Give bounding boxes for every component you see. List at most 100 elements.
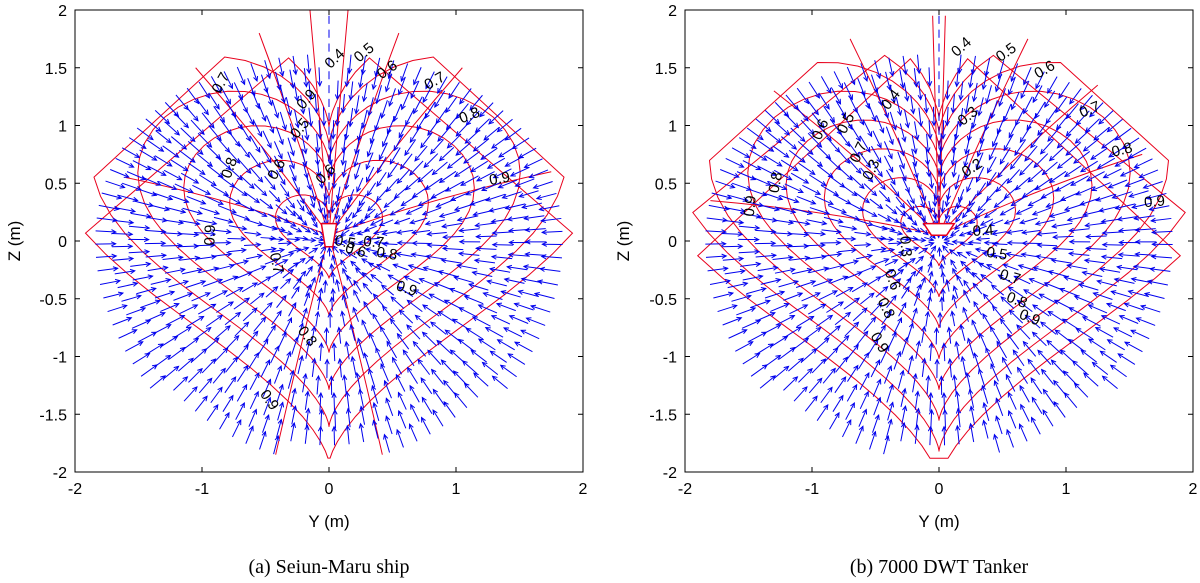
vector-arrowhead [312,222,318,229]
vector-arrow [214,347,229,363]
vector-arrow [454,165,472,177]
vector-arrowhead [997,172,1003,179]
vector-arrowhead [913,81,919,88]
vector-arrowhead [724,278,732,285]
vector-arrow [507,215,528,221]
vector-arrowhead [842,275,849,281]
vector-arrowhead [864,352,870,359]
vector-arrowhead [423,162,430,169]
vector-arrow [907,355,913,375]
vector-arrow [963,280,972,292]
vector-arrow [304,391,309,410]
vector-arrowhead [400,104,406,111]
vector-arrow [1132,202,1153,208]
vector-arrowhead [371,384,377,391]
vector-arrow [287,262,299,271]
vector-arrow [285,206,296,217]
vector-arrow [337,186,341,201]
vector-arrow [360,423,365,443]
vector-arrowhead [998,100,1004,108]
vector-arrow [173,292,193,301]
vector-arrowhead [397,89,403,96]
vector-arrowhead [463,382,470,389]
vector-arrowhead [210,180,217,187]
vector-arrow [925,311,929,327]
vector-arrow [260,302,273,316]
vector-arrow [1063,370,1078,386]
vector-arrow [983,229,998,234]
vector-arrow [978,369,986,388]
vector-arrow [146,139,164,152]
vector-arrow [884,155,894,173]
vector-arrowhead [266,378,272,385]
vector-arrowhead [939,296,945,303]
vector-arrow [422,304,440,317]
vector-arrowhead [129,268,136,275]
vector-arrowhead [406,324,412,330]
vector-arrow [259,198,273,209]
vector-arrow [829,412,840,430]
vector-arrowhead [1045,202,1052,208]
vector-arrowhead [985,346,991,354]
vector-arrowhead [1021,192,1028,198]
vector-arrow [1003,103,1012,122]
vector-arrowhead [912,307,918,314]
vector-arrow [713,292,734,299]
vector-arrowhead [802,304,809,310]
vector-arrowhead [1089,111,1095,118]
vector-arrow [529,169,549,178]
vector-arrow [911,135,917,154]
vector-arrowhead [1099,350,1106,356]
vector-arrowhead [236,419,242,426]
vector-arrow [262,414,270,433]
vector-arrowhead [197,149,204,156]
vector-arrowhead [900,421,907,429]
vector-arrowhead [843,334,850,341]
vector-arrow [346,275,354,287]
vector-arrow [464,383,479,398]
vector-arrowhead [363,352,369,359]
vector-arrow [711,192,732,199]
vector-arrowhead [850,247,857,253]
vector-arrowhead [213,266,220,272]
vector-arrow [541,255,562,259]
vector-arrowhead [217,172,224,179]
vector-arrowhead [248,425,254,432]
vector-arrow [886,384,894,403]
vector-arrowhead [293,336,299,343]
vector-arrowhead [246,271,253,277]
vector-arrowhead [532,183,539,189]
vector-arrowhead [541,229,547,235]
vector-arrow [1151,217,1172,222]
vector-arrow [1036,255,1056,260]
vector-arrow [757,165,776,176]
vector-arrow [305,256,314,265]
vector-arrowhead [412,340,419,347]
vector-arrowhead [396,229,403,235]
vector-arrowhead [275,216,282,222]
vector-arrowhead [1083,372,1089,379]
vector-arrow [510,167,530,177]
y-tick-label: -1 [663,350,677,367]
vector-arrowhead [318,287,324,294]
vector-arrow [271,310,282,326]
vector-arrow [1106,303,1126,312]
vector-arrow [1006,169,1021,184]
vector-arrowhead [274,435,280,442]
vector-arrowhead [278,139,284,146]
vector-arrow [157,180,177,190]
vector-arrowhead [1002,263,1009,269]
vector-arrow [774,102,789,117]
vector-arrowhead [888,166,894,173]
vector-arrowhead [393,116,398,123]
vector-arrowhead [962,306,968,313]
vector-arrow [362,109,368,129]
vector-arrowhead [349,323,355,330]
vector-arrowhead [864,390,869,397]
vector-arrowhead [134,153,141,159]
vector-arrow [347,408,351,428]
vector-arrow [798,162,816,175]
vector-arrow [219,276,238,284]
vector-arrowhead [1039,148,1046,155]
vector-arrow [949,249,958,257]
